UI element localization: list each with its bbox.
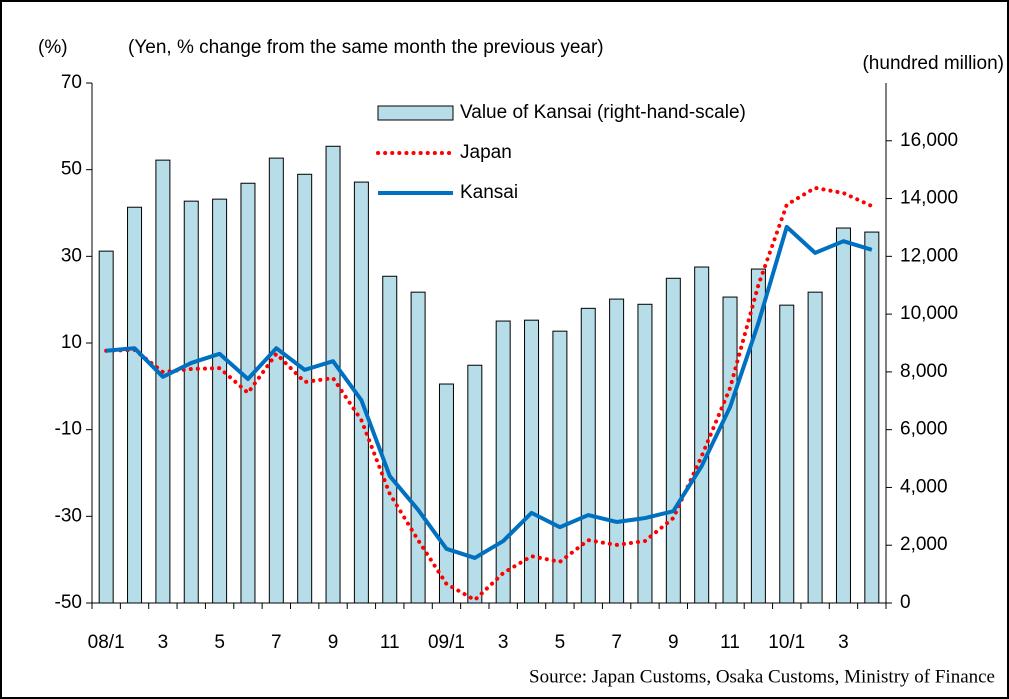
y-tick-label: -50: [55, 592, 82, 613]
bar: [835, 227, 851, 604]
bar: [609, 298, 625, 604]
y2-tick-label: 0: [900, 592, 911, 613]
y2-tick-label: 8,000: [900, 361, 948, 382]
bar: [580, 307, 596, 604]
bar: [410, 291, 426, 604]
bar: [694, 266, 710, 604]
bar: [297, 173, 313, 604]
bar: [438, 383, 454, 604]
y2-tick-label: 16,000: [900, 130, 958, 151]
bar: [665, 277, 681, 604]
x-tick-label: 9: [328, 632, 339, 653]
line-series: [104, 185, 874, 602]
x-tick-label: 09/1: [428, 632, 465, 653]
y-tick-label: 30: [61, 245, 82, 266]
bar: [212, 198, 228, 604]
x-tick-label: 11: [720, 632, 740, 653]
y2-axis-label: (hundred million): [862, 53, 1004, 74]
legend-swatch: [377, 105, 454, 121]
bar: [382, 275, 398, 604]
chart-title: (Yen, % change from the same month the p…: [128, 37, 604, 58]
y-tick-label: -10: [55, 419, 82, 440]
bar: [722, 296, 738, 604]
y2-tick-label: 12,000: [900, 245, 958, 266]
y2-tick-label: 14,000: [900, 188, 958, 209]
bar: [98, 250, 114, 604]
line-series: [105, 224, 873, 560]
x-tick-label: 3: [838, 632, 849, 653]
y-tick-label: 50: [61, 159, 82, 180]
legend-label: Kansai: [460, 182, 518, 203]
y-tick-label: -30: [55, 505, 82, 526]
x-tick-label: 7: [611, 632, 622, 653]
bar: [779, 304, 795, 604]
y2-tick-label: 2,000: [900, 534, 948, 555]
x-tick-label: 11: [380, 632, 400, 653]
y2-tick-label: 4,000: [900, 476, 948, 497]
legend-label: Japan: [460, 142, 512, 163]
source: Source: Japan Customs, Osaka Customs, Mi…: [529, 666, 995, 687]
bar: [325, 145, 341, 604]
x-tick-label: 3: [158, 632, 169, 653]
y-tick-label: 10: [61, 332, 82, 353]
bar: [183, 200, 199, 604]
bar: [495, 320, 511, 604]
x-tick-label: 5: [214, 632, 225, 653]
bar: [127, 206, 143, 604]
y-axis-label: (%): [38, 37, 68, 58]
legend-label: Value of Kansai (right-hand-scale): [460, 102, 746, 123]
x-tick-label: 5: [555, 632, 566, 653]
bar: [467, 364, 483, 604]
bar: [240, 182, 256, 604]
bar: [268, 157, 284, 604]
x-tick-label: 08/1: [88, 632, 125, 653]
bar: [637, 303, 653, 604]
y2-tick-label: 10,000: [900, 303, 958, 324]
bar: [807, 291, 823, 604]
x-tick-label: 3: [498, 632, 509, 653]
x-tick-label: 7: [271, 632, 282, 653]
x-tick-label: 10/1: [768, 632, 805, 653]
y2-tick-label: 6,000: [900, 419, 948, 440]
y-tick-label: 70: [61, 72, 82, 93]
bar: [155, 159, 171, 604]
bar: [864, 231, 880, 604]
x-tick-label: 9: [668, 632, 679, 653]
